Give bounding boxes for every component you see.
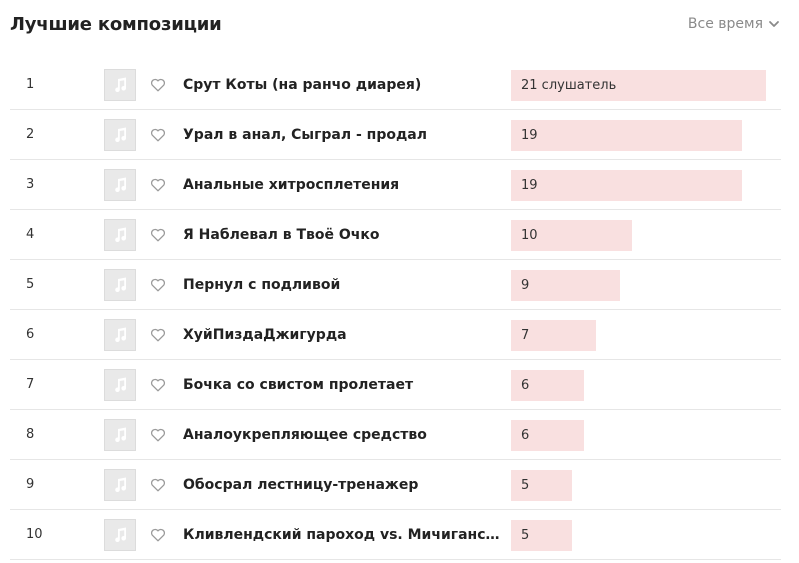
track-name[interactable]: Аналоукрепляющее средство bbox=[183, 427, 427, 443]
track-name[interactable]: Кливлендский пароход vs. Мичиганский пар… bbox=[183, 527, 503, 543]
track-row[interactable]: 6 ХуйПиздаДжигурда 7 bbox=[10, 310, 781, 360]
track-rank: 4 bbox=[26, 227, 35, 242]
track-rank: 5 bbox=[26, 277, 35, 292]
heart-outline-icon[interactable] bbox=[150, 327, 166, 343]
track-rank: 10 bbox=[26, 527, 43, 542]
listeners-bar bbox=[511, 520, 572, 551]
track-name[interactable]: Бочка со свистом пролетает bbox=[183, 377, 414, 393]
music-note-icon bbox=[104, 469, 136, 501]
listeners-bar bbox=[511, 470, 572, 501]
music-note-icon bbox=[104, 169, 136, 201]
heart-outline-icon[interactable] bbox=[150, 127, 166, 143]
track-rank: 6 bbox=[26, 327, 35, 342]
track-name[interactable]: Урал в анал, Сыграл - продал bbox=[183, 127, 427, 143]
track-rank: 8 bbox=[26, 427, 35, 442]
music-note-icon bbox=[104, 269, 136, 301]
music-note-icon bbox=[104, 119, 136, 151]
listeners-count: 5 bbox=[521, 478, 530, 493]
track-row[interactable]: 10 Кливлендский пароход vs. Мичиганский … bbox=[10, 510, 781, 560]
listeners-count: 9 bbox=[521, 278, 530, 293]
listeners-count: 19 bbox=[521, 178, 538, 193]
page-title: Лучшие композиции bbox=[10, 14, 222, 35]
music-note-icon bbox=[104, 319, 136, 351]
heart-outline-icon[interactable] bbox=[150, 427, 166, 443]
listeners-bar-area: 19 bbox=[511, 120, 771, 151]
listeners-bar bbox=[511, 270, 620, 301]
track-rank: 7 bbox=[26, 377, 35, 392]
track-row[interactable]: 7 Бочка со свистом пролетает 6 bbox=[10, 360, 781, 410]
listeners-bar-area: 5 bbox=[511, 520, 771, 551]
listeners-bar bbox=[511, 220, 632, 251]
chevron-down-icon bbox=[767, 17, 781, 31]
music-note-icon bbox=[104, 219, 136, 251]
music-note-icon bbox=[104, 369, 136, 401]
track-name[interactable]: Обосрал лестницу-тренажер bbox=[183, 477, 419, 493]
listeners-count: 6 bbox=[521, 378, 530, 393]
listeners-bar bbox=[511, 370, 584, 401]
heart-outline-icon[interactable] bbox=[150, 177, 166, 193]
track-rank: 9 bbox=[26, 477, 35, 492]
track-row[interactable]: 2 Урал в анал, Сыграл - продал 19 bbox=[10, 110, 781, 160]
track-row[interactable]: 3 Анальные хитросплетения 19 bbox=[10, 160, 781, 210]
listeners-count: 10 bbox=[521, 228, 538, 243]
listeners-bar-area: 7 bbox=[511, 320, 771, 351]
heart-outline-icon[interactable] bbox=[150, 477, 166, 493]
track-name[interactable]: Анальные хитросплетения bbox=[183, 177, 400, 193]
listeners-bar-area: 10 bbox=[511, 220, 771, 251]
music-note-icon bbox=[104, 519, 136, 551]
heart-outline-icon[interactable] bbox=[150, 277, 166, 293]
listeners-bar-area: 6 bbox=[511, 420, 771, 451]
track-row[interactable]: 9 Обосрал лестницу-тренажер 5 bbox=[10, 460, 781, 510]
track-rank: 3 bbox=[26, 177, 35, 192]
heart-outline-icon[interactable] bbox=[150, 227, 166, 243]
track-name[interactable]: Срут Коты (на ранчо диарея) bbox=[183, 77, 422, 93]
listeners-bar bbox=[511, 70, 766, 101]
track-row[interactable]: 4 Я Наблевал в Твоё Очко 10 bbox=[10, 210, 781, 260]
listeners-bar bbox=[511, 320, 596, 351]
track-name[interactable]: Я Наблевал в Твоё Очко bbox=[183, 227, 380, 243]
heart-outline-icon[interactable] bbox=[150, 377, 166, 393]
header: Лучшие композиции Все время bbox=[0, 0, 799, 50]
listeners-bar bbox=[511, 420, 584, 451]
track-rank: 1 bbox=[26, 77, 35, 92]
listeners-count: 19 bbox=[521, 128, 538, 143]
listeners-count: 21 слушатель bbox=[521, 78, 617, 93]
track-name[interactable]: ХуйПиздаДжигурда bbox=[183, 327, 347, 343]
heart-outline-icon[interactable] bbox=[150, 77, 166, 93]
track-name[interactable]: Пернул с подливой bbox=[183, 277, 341, 293]
listeners-bar bbox=[511, 170, 742, 201]
listeners-count: 5 bbox=[521, 528, 530, 543]
music-note-icon bbox=[104, 419, 136, 451]
top-tracks-table: 1 Срут Коты (на ранчо диарея) 21 слушате… bbox=[10, 60, 781, 560]
heart-outline-icon[interactable] bbox=[150, 527, 166, 543]
listeners-bar-area: 9 bbox=[511, 270, 771, 301]
music-note-icon bbox=[104, 69, 136, 101]
listeners-bar-area: 5 bbox=[511, 470, 771, 501]
period-label: Все время bbox=[687, 16, 763, 32]
track-row[interactable]: 8 Аналоукрепляющее средство 6 bbox=[10, 410, 781, 460]
listeners-bar-area: 6 bbox=[511, 370, 771, 401]
listeners-bar-area: 21 слушатель bbox=[511, 70, 771, 101]
listeners-bar-area: 19 bbox=[511, 170, 771, 201]
listeners-count: 7 bbox=[521, 328, 530, 343]
track-row[interactable]: 5 Пернул с подливой 9 bbox=[10, 260, 781, 310]
listeners-bar bbox=[511, 120, 742, 151]
period-dropdown[interactable]: Все время bbox=[688, 16, 781, 32]
listeners-count: 6 bbox=[521, 428, 530, 443]
track-rank: 2 bbox=[26, 127, 35, 142]
track-row[interactable]: 1 Срут Коты (на ранчо диарея) 21 слушате… bbox=[10, 60, 781, 110]
